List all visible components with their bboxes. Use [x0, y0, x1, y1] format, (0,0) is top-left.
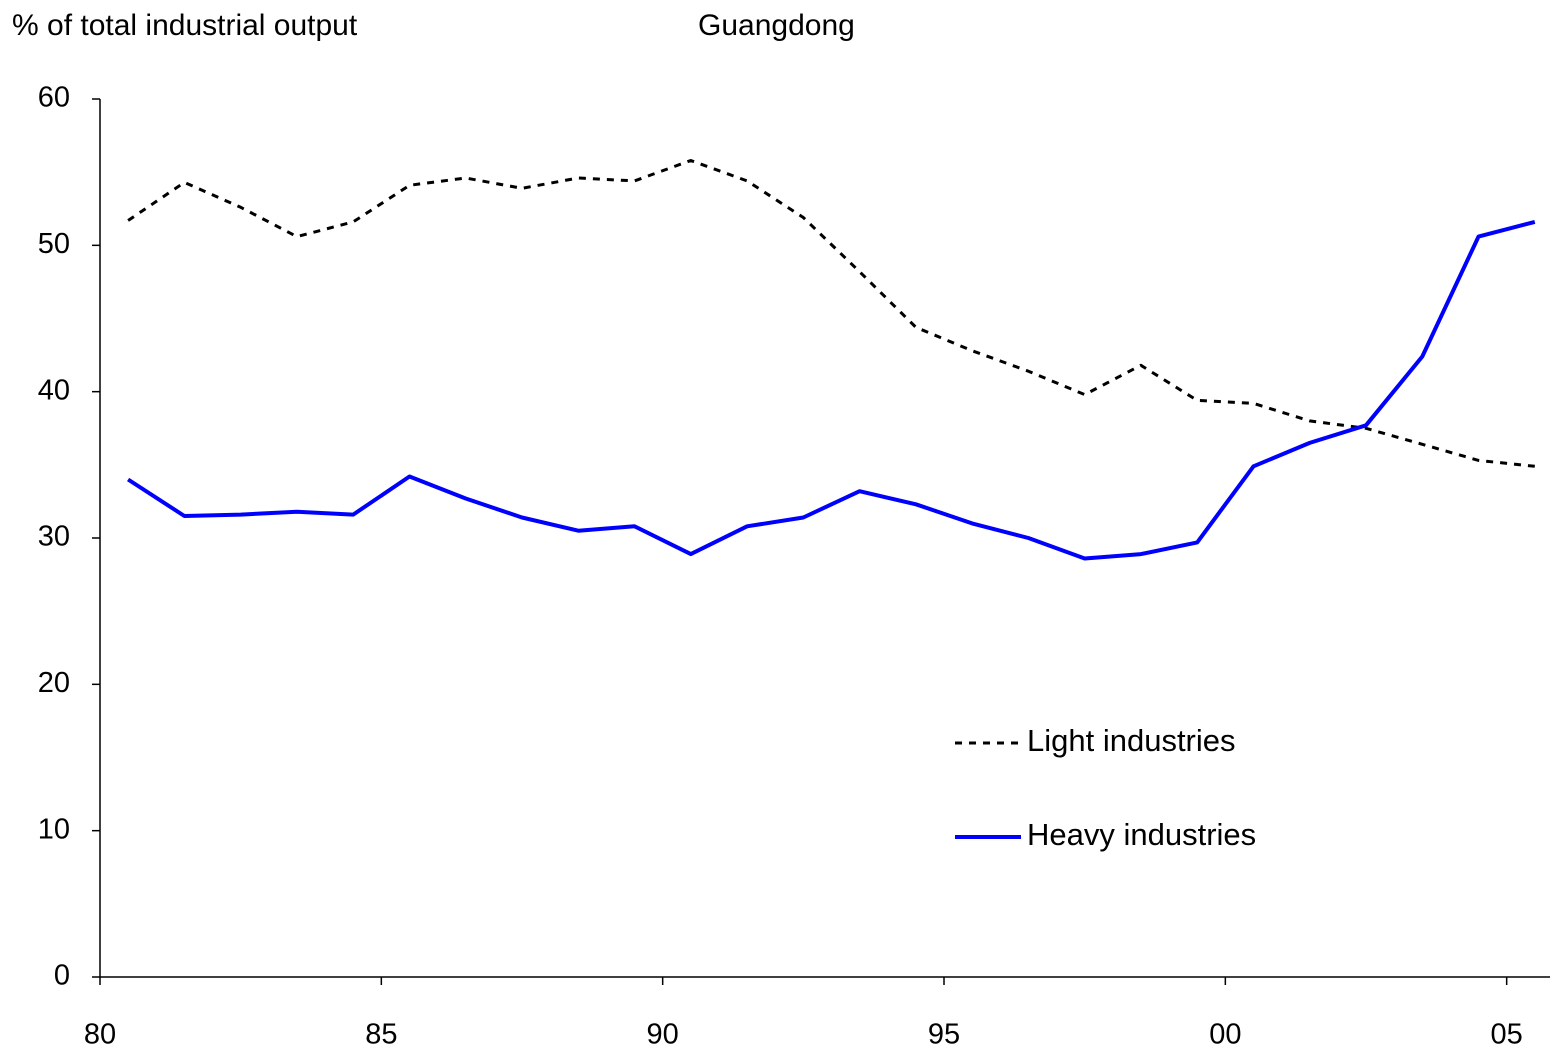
y-tick-label: 60	[38, 82, 70, 114]
y-axis-label: % of total industrial output	[12, 9, 358, 42]
chart-title: Guangdong	[698, 9, 855, 42]
y-tick-label: 40	[38, 374, 70, 406]
series-line	[127, 219, 1536, 561]
x-tick-label: 00	[1209, 1019, 1241, 1051]
series-line	[127, 159, 1535, 468]
legend-label: Heavy industries	[1027, 817, 1256, 852]
y-tick-label: 0	[54, 960, 70, 992]
y-tick-label: 10	[38, 813, 70, 845]
x-tick-label: 05	[1491, 1019, 1523, 1051]
y-tick-label: 30	[38, 521, 70, 553]
x-tick-label: 85	[365, 1019, 397, 1051]
legend-label: Light industries	[1027, 723, 1236, 758]
x-tick-label: 90	[647, 1019, 679, 1051]
x-tick-label: 80	[84, 1019, 116, 1051]
y-tick-label: 50	[38, 228, 70, 260]
x-tick-label: 95	[928, 1019, 960, 1051]
y-tick-label: 20	[38, 667, 70, 699]
